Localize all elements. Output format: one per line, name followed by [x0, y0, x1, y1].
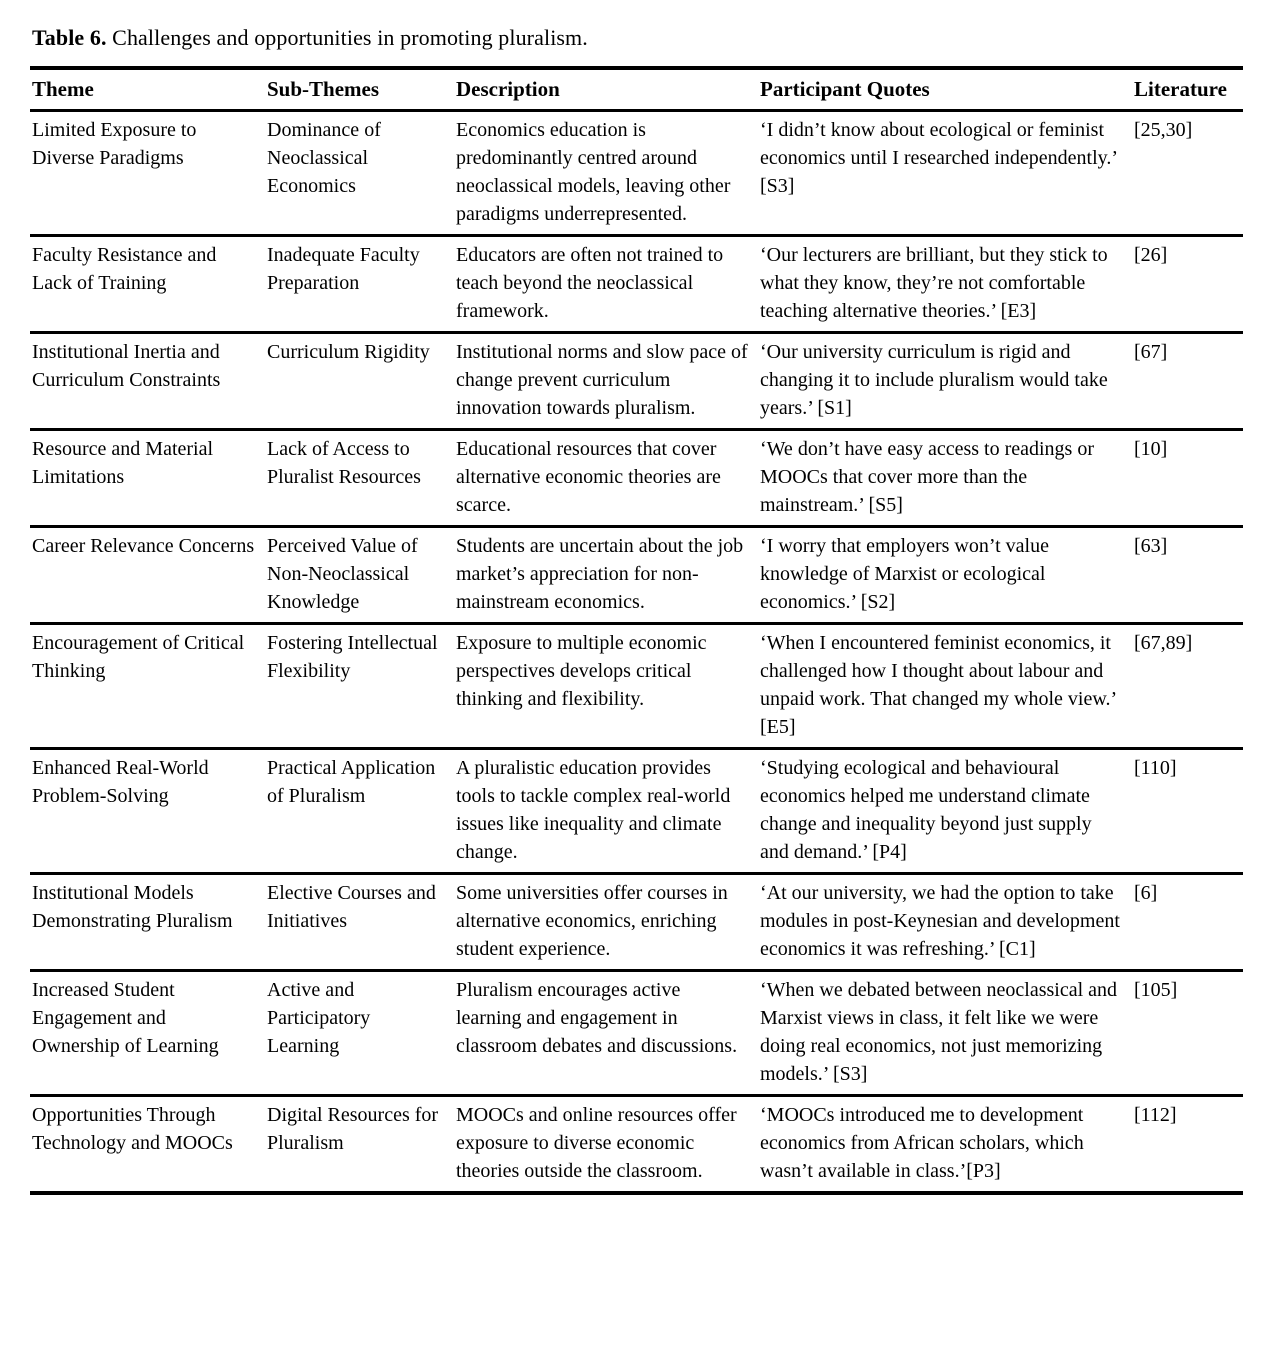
column-header-description: Description — [454, 68, 758, 112]
cell-theme: Career Relevance Concerns — [32, 535, 255, 557]
table-row: Opportunities Through Technology and MOO… — [30, 1095, 1243, 1194]
table-row: Limited Exposure to Diverse Paradigms Dom… — [30, 111, 1243, 236]
cell-literature: [26] — [1134, 244, 1168, 266]
cell-sub_theme: Elective Courses and Initiatives — [267, 882, 436, 932]
cell-description: Educators are often not trained to teach… — [456, 244, 724, 322]
cell-literature: [67,89] — [1134, 632, 1193, 654]
cell-theme: Institutional Inertia and Curriculum Con… — [32, 341, 221, 391]
cell-sub_theme: Active and Participatory Learning — [267, 979, 371, 1057]
cell-description: MOOCs and online resources offer exposur… — [456, 1104, 737, 1182]
table-body: Limited Exposure to Diverse Paradigms Dom… — [30, 111, 1243, 1194]
cell-quote: ‘At our university, we had the option to… — [760, 882, 1120, 960]
cell-quote: ‘Studying ecological and behavioural eco… — [760, 757, 1092, 863]
table-row: Institutional Models Demonstrating Plura… — [30, 873, 1243, 971]
cell-description: A pluralistic education provides tools t… — [456, 757, 731, 863]
cell-sub_theme: Digital Resources for Pluralism — [267, 1104, 439, 1154]
cell-description: Pluralism encourages active learning and… — [456, 979, 738, 1057]
cell-quote: ‘We don’t have easy access to readings o… — [760, 438, 1095, 516]
cell-quote: ‘When I encountered feminist economics, … — [760, 632, 1116, 738]
cell-sub_theme: Practical Application of Pluralism — [267, 757, 436, 807]
cell-description: Educational resources that cover alterna… — [456, 438, 721, 516]
cell-description: Institutional norms and slow pace of cha… — [456, 341, 748, 419]
table-row: Enhanced Real-World Problem-Solving Pract… — [30, 748, 1243, 874]
table-row: Resource and Material Limitations Lack of… — [30, 429, 1243, 527]
cell-theme: Limited Exposure to Diverse Paradigms — [32, 119, 197, 169]
cell-sub_theme: Curriculum Rigidity — [267, 341, 430, 363]
cell-description: Exposure to multiple economic perspectiv… — [456, 632, 707, 710]
table-row: Institutional Inertia and Curriculum Con… — [30, 332, 1243, 430]
column-header-theme: Theme — [30, 68, 265, 112]
cell-literature: [63] — [1134, 535, 1168, 557]
table-row: Encouragement of Critical Thinking Foster… — [30, 623, 1243, 749]
cell-literature: [112] — [1134, 1104, 1177, 1126]
cell-description: Some universities offer courses in alter… — [456, 882, 728, 960]
cell-literature: [10] — [1134, 438, 1168, 460]
cell-quote: ‘I didn’t know about ecological or femin… — [760, 119, 1117, 197]
cell-sub_theme: Inadequate Faculty Preparation — [267, 244, 420, 294]
cell-quote: ‘When we debated between neoclassical an… — [760, 979, 1118, 1085]
cell-sub_theme: Dominance of Neoclassical Economics — [267, 119, 381, 197]
cell-theme: Institutional Models Demonstrating Plura… — [32, 882, 233, 932]
pluralism-table: Theme Sub-Themes Description Participant Qu… — [30, 66, 1243, 1195]
column-header-quote: Participant Quotes — [758, 68, 1132, 112]
table-header-row: Theme Sub-Themes Description Participant Qu… — [30, 68, 1243, 112]
table-row: Career Relevance Concerns Perceived Value… — [30, 526, 1243, 624]
cell-literature: [25,30] — [1134, 119, 1193, 141]
table-row: Increased Student Engagement and Ownersh… — [30, 970, 1243, 1096]
column-header-sub_theme: Sub-Themes — [265, 68, 454, 112]
cell-quote: ‘MOOCs introduced me to development econ… — [760, 1104, 1084, 1182]
cell-theme: Encouragement of Critical Thinking — [32, 632, 245, 682]
cell-sub_theme: Fostering Intellectual Flexibility — [267, 632, 438, 682]
cell-theme: Resource and Material Limitations — [32, 438, 214, 488]
cell-literature: [67] — [1134, 341, 1168, 363]
cell-literature: [110] — [1134, 757, 1177, 779]
cell-quote: ‘Our lecturers are brilliant, but they s… — [760, 244, 1108, 322]
table-head: Theme Sub-Themes Description Participant Qu… — [30, 68, 1243, 112]
cell-description: Economics education is predominantly cen… — [456, 119, 731, 225]
table-caption-text: Challenges and opportunities in promotin… — [106, 25, 588, 50]
table-caption: Table 6. Challenges and opportunities in… — [32, 24, 1243, 52]
cell-theme: Opportunities Through Technology and MOO… — [32, 1104, 233, 1154]
cell-theme: Enhanced Real-World Problem-Solving — [32, 757, 209, 807]
table-row: Faculty Resistance and Lack of Training I… — [30, 235, 1243, 333]
cell-theme: Increased Student Engagement and Ownersh… — [32, 979, 219, 1057]
cell-theme: Faculty Resistance and Lack of Training — [32, 244, 217, 294]
table-caption-label: Table 6. — [32, 25, 107, 50]
column-header-literature: Literature — [1132, 68, 1243, 112]
cell-sub_theme: Perceived Value of Non-Neoclassical Know… — [267, 535, 418, 613]
cell-quote: ‘I worry that employers won’t value know… — [760, 535, 1049, 613]
cell-literature: [105] — [1134, 979, 1178, 1001]
cell-quote: ‘Our university curriculum is rigid and … — [760, 341, 1108, 419]
document-page: Table 6. Challenges and opportunities in… — [30, 24, 1243, 1195]
cell-literature: [6] — [1134, 882, 1158, 904]
cell-description: Students are uncertain about the job mar… — [456, 535, 744, 613]
cell-sub_theme: Lack of Access to Pluralist Resources — [267, 438, 421, 488]
